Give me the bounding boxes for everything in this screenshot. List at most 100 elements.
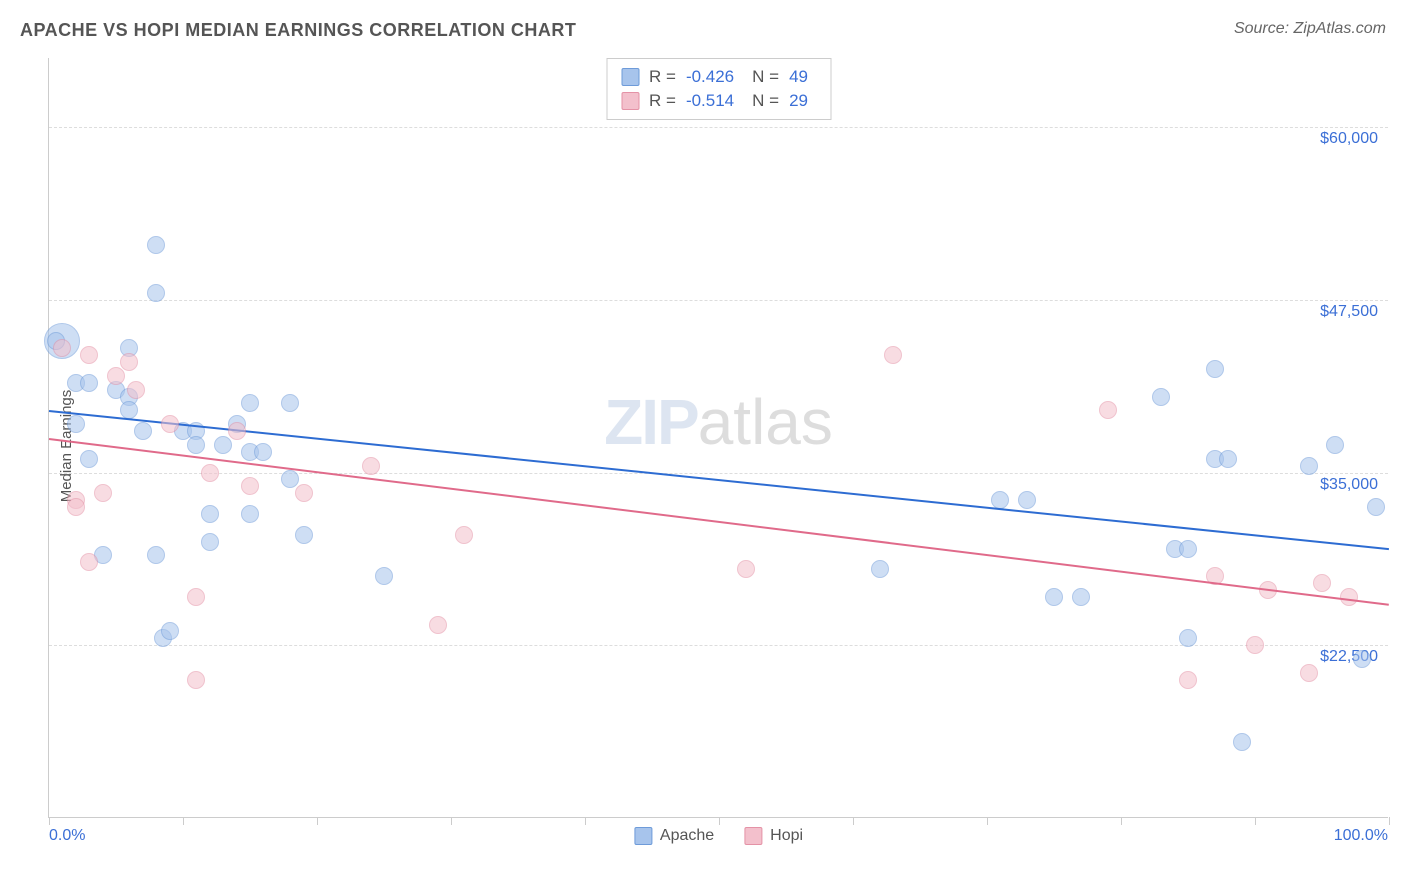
n-label: N = bbox=[752, 67, 779, 87]
scatter-point-hopi bbox=[295, 484, 313, 502]
stats-row-apache: R = -0.426 N = 49 bbox=[621, 65, 816, 89]
scatter-point-hopi bbox=[187, 588, 205, 606]
scatter-point-apache bbox=[67, 415, 85, 433]
x-tick bbox=[49, 817, 50, 825]
stats-legend-box: R = -0.426 N = 49 R = -0.514 N = 29 bbox=[606, 58, 831, 120]
chart-title: APACHE VS HOPI MEDIAN EARNINGS CORRELATI… bbox=[20, 20, 576, 40]
scatter-point-apache bbox=[1206, 360, 1224, 378]
scatter-point-hopi bbox=[120, 353, 138, 371]
watermark-zip: ZIP bbox=[604, 386, 698, 458]
legend-label-apache: Apache bbox=[660, 827, 714, 845]
y-tick-label: $60,000 bbox=[1320, 130, 1378, 148]
swatch-hopi bbox=[621, 92, 639, 110]
x-tick bbox=[317, 817, 318, 825]
legend-swatch-hopi bbox=[744, 827, 762, 845]
x-tick bbox=[1121, 817, 1122, 825]
scatter-point-apache bbox=[1367, 498, 1385, 516]
scatter-point-apache bbox=[1300, 457, 1318, 475]
scatter-point-apache bbox=[214, 436, 232, 454]
chart-header: APACHE VS HOPI MEDIAN EARNINGS CORRELATI… bbox=[20, 20, 1386, 50]
scatter-point-hopi bbox=[884, 346, 902, 364]
scatter-point-apache bbox=[1326, 436, 1344, 454]
x-tick bbox=[719, 817, 720, 825]
scatter-point-apache bbox=[147, 284, 165, 302]
scatter-point-apache bbox=[1353, 650, 1371, 668]
scatter-point-apache bbox=[1219, 450, 1237, 468]
x-axis-max-label: 100.0% bbox=[1334, 827, 1388, 845]
scatter-point-hopi bbox=[1179, 671, 1197, 689]
watermark-atlas: atlas bbox=[698, 386, 833, 458]
scatter-point-hopi bbox=[1099, 401, 1117, 419]
scatter-point-hopi bbox=[187, 671, 205, 689]
y-tick-label: $35,000 bbox=[1320, 476, 1378, 494]
legend-item-apache: Apache bbox=[634, 827, 714, 845]
x-axis-min-label: 0.0% bbox=[49, 827, 85, 845]
r-label: R = bbox=[649, 67, 676, 87]
scatter-point-apache bbox=[147, 546, 165, 564]
legend-label-hopi: Hopi bbox=[770, 827, 803, 845]
n-label: N = bbox=[752, 91, 779, 111]
scatter-point-hopi bbox=[1246, 636, 1264, 654]
scatter-point-apache bbox=[1018, 491, 1036, 509]
scatter-point-apache bbox=[375, 567, 393, 585]
scatter-point-hopi bbox=[53, 339, 71, 357]
scatter-point-hopi bbox=[127, 381, 145, 399]
gridline bbox=[49, 127, 1388, 128]
scatter-point-hopi bbox=[1340, 588, 1358, 606]
scatter-point-hopi bbox=[1313, 574, 1331, 592]
scatter-point-hopi bbox=[67, 498, 85, 516]
scatter-point-hopi bbox=[1300, 664, 1318, 682]
scatter-point-apache bbox=[201, 505, 219, 523]
scatter-point-apache bbox=[241, 394, 259, 412]
gridline bbox=[49, 473, 1388, 474]
scatter-point-hopi bbox=[228, 422, 246, 440]
scatter-point-hopi bbox=[737, 560, 755, 578]
scatter-point-apache bbox=[1233, 733, 1251, 751]
scatter-point-hopi bbox=[80, 346, 98, 364]
scatter-point-hopi bbox=[201, 464, 219, 482]
scatter-point-hopi bbox=[94, 484, 112, 502]
source-attribution: Source: ZipAtlas.com bbox=[1234, 20, 1386, 38]
scatter-point-apache bbox=[1179, 540, 1197, 558]
x-tick bbox=[1255, 817, 1256, 825]
stats-row-hopi: R = -0.514 N = 29 bbox=[621, 89, 816, 113]
scatter-point-apache bbox=[1045, 588, 1063, 606]
scatter-point-hopi bbox=[80, 553, 98, 571]
swatch-apache bbox=[621, 68, 639, 86]
scatter-point-apache bbox=[281, 394, 299, 412]
legend-item-hopi: Hopi bbox=[744, 827, 803, 845]
scatter-point-apache bbox=[80, 450, 98, 468]
n-value-apache: 49 bbox=[789, 67, 808, 87]
n-value-hopi: 29 bbox=[789, 91, 808, 111]
scatter-point-apache bbox=[254, 443, 272, 461]
scatter-point-hopi bbox=[241, 477, 259, 495]
scatter-point-hopi bbox=[107, 367, 125, 385]
scatter-point-apache bbox=[295, 526, 313, 544]
x-tick bbox=[451, 817, 452, 825]
x-tick bbox=[585, 817, 586, 825]
x-tick bbox=[987, 817, 988, 825]
scatter-point-hopi bbox=[429, 616, 447, 634]
x-tick bbox=[183, 817, 184, 825]
scatter-point-apache bbox=[187, 436, 205, 454]
gridline bbox=[49, 300, 1388, 301]
scatter-point-apache bbox=[80, 374, 98, 392]
scatter-point-apache bbox=[147, 236, 165, 254]
scatter-point-apache bbox=[1152, 388, 1170, 406]
scatter-point-hopi bbox=[161, 415, 179, 433]
y-tick-label: $47,500 bbox=[1320, 303, 1378, 321]
scatter-point-apache bbox=[134, 422, 152, 440]
scatter-point-apache bbox=[1072, 588, 1090, 606]
r-value-apache: -0.426 bbox=[686, 67, 734, 87]
scatter-point-apache bbox=[1179, 629, 1197, 647]
r-value-hopi: -0.514 bbox=[686, 91, 734, 111]
scatter-point-apache bbox=[871, 560, 889, 578]
x-tick bbox=[1389, 817, 1390, 825]
scatter-point-apache bbox=[161, 622, 179, 640]
r-label: R = bbox=[649, 91, 676, 111]
x-tick bbox=[853, 817, 854, 825]
chart-plot-area: ZIPatlas R = -0.426 N = 49 R = -0.514 N … bbox=[48, 58, 1388, 818]
scatter-point-apache bbox=[241, 505, 259, 523]
legend-swatch-apache bbox=[634, 827, 652, 845]
series-legend: Apache Hopi bbox=[634, 827, 803, 845]
